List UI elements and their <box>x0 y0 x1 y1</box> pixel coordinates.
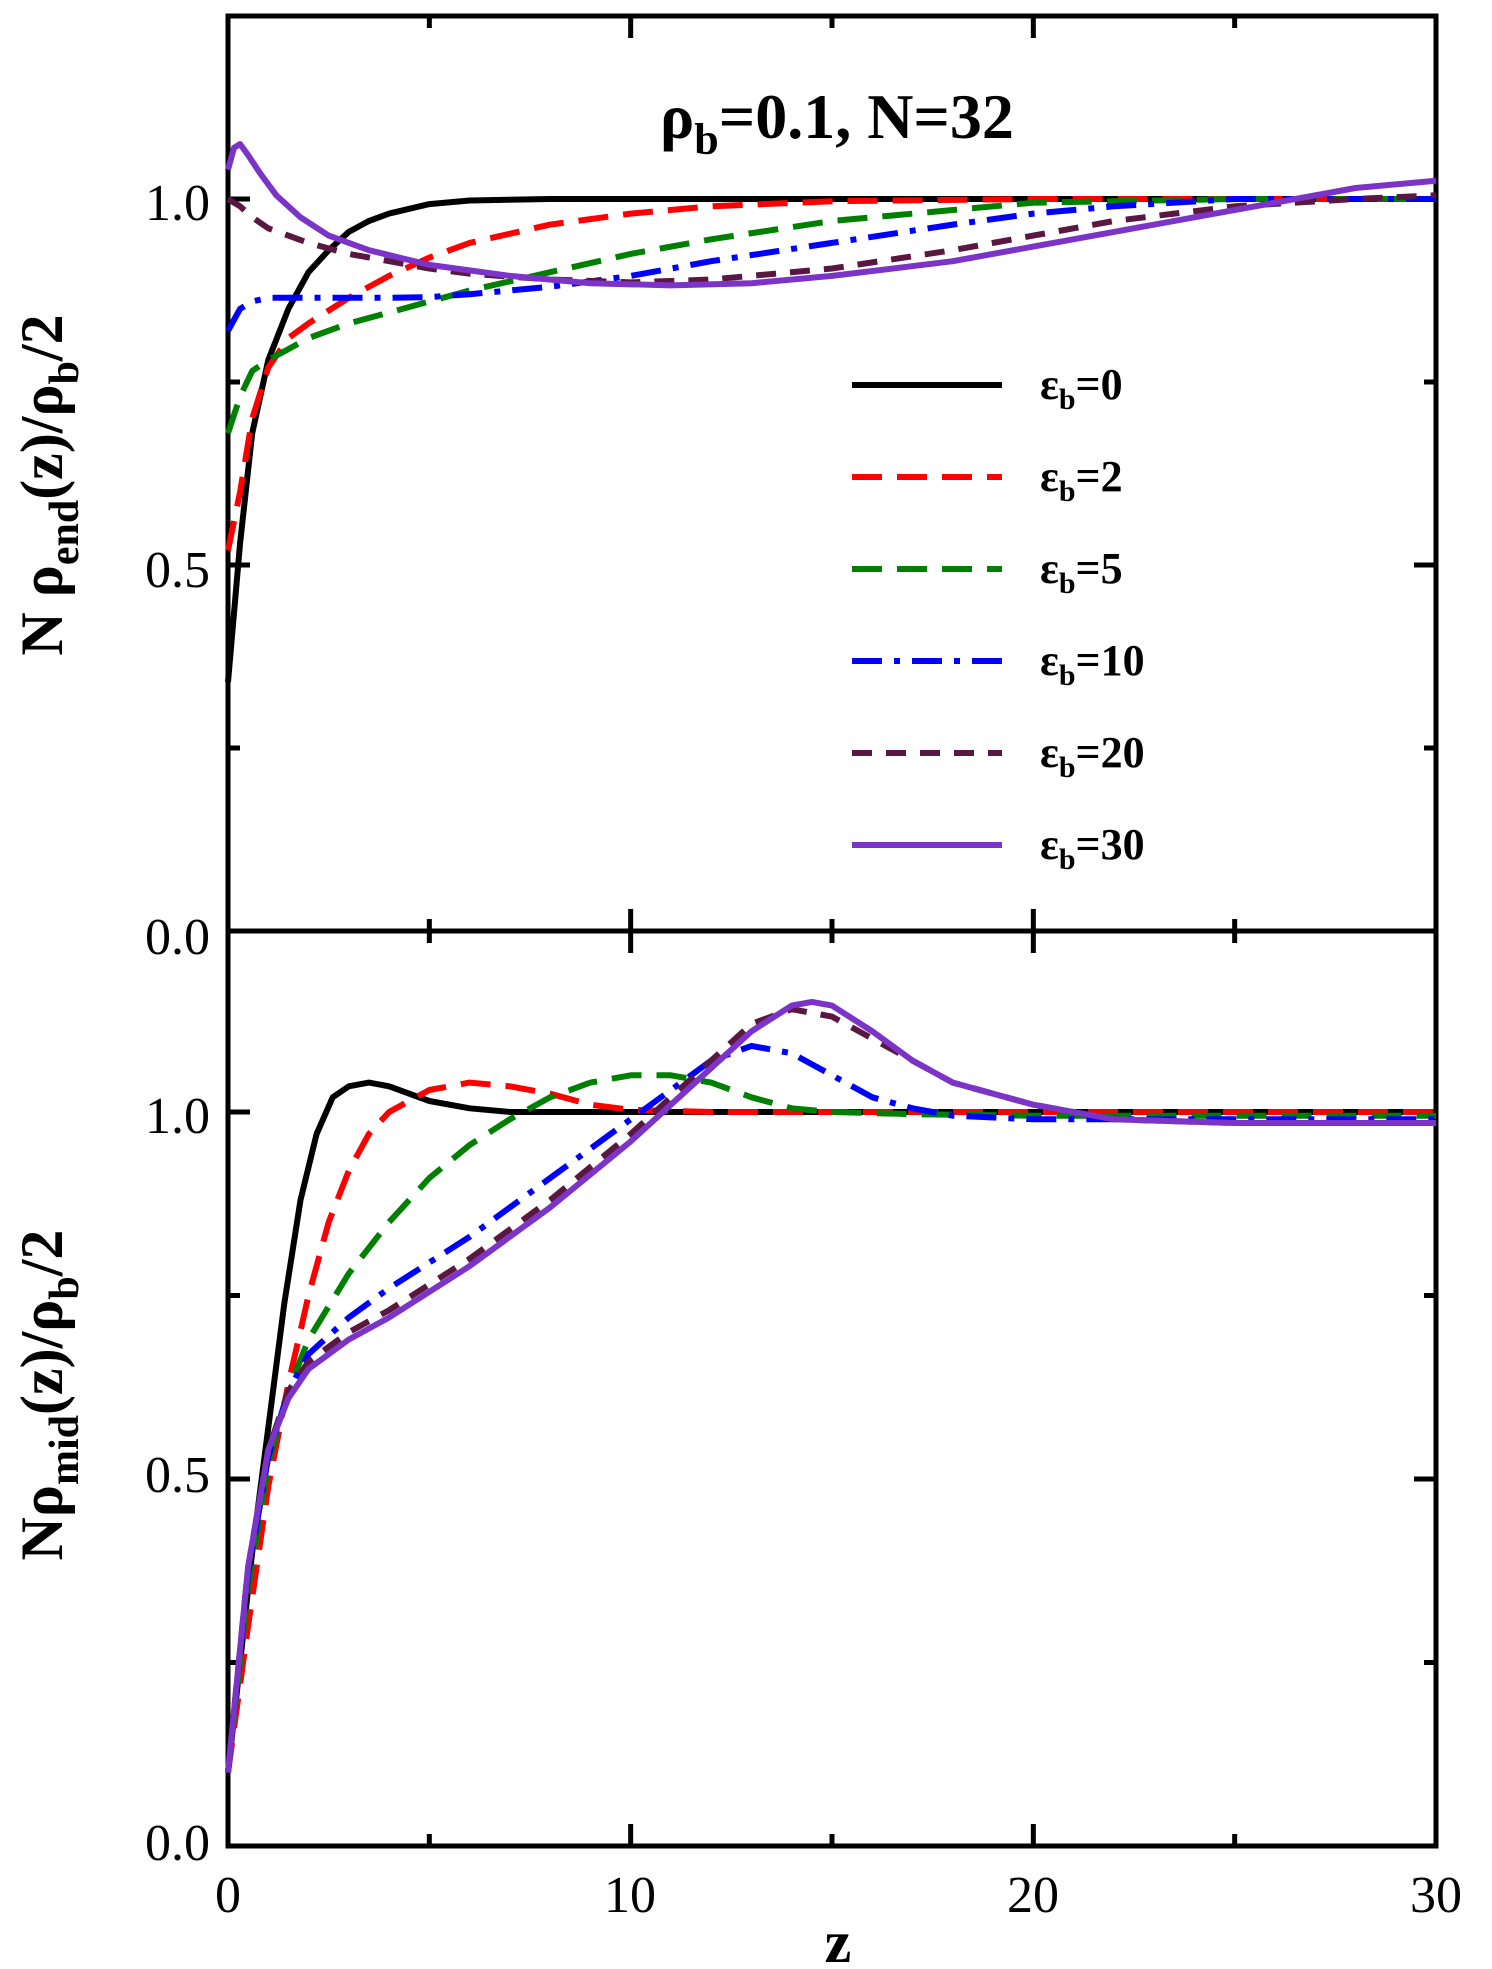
top-ylabel-sub2: b <box>42 361 88 384</box>
xtick-label-0: 0 <box>215 1867 241 1924</box>
top-title: ρb=0.1, N=32 <box>660 81 1014 164</box>
top-ytick-label-1: 1.0 <box>145 175 210 232</box>
top-ytick-label-05: 0.5 <box>145 542 210 599</box>
bottom-ylabel-b: (z)/ρ <box>9 1300 75 1415</box>
legend-label-3: εb=10 <box>1040 636 1145 692</box>
legend-label-2: εb=5 <box>1040 544 1123 600</box>
bottom-series-line-5 <box>225 998 1436 1773</box>
bottom-series <box>225 998 1436 1774</box>
xtick-label-20: 20 <box>1007 1867 1059 1924</box>
bottom-ylabel: Nρmid(z)/ρb/2 <box>9 1230 88 1561</box>
title-rho: ρ <box>660 81 694 152</box>
top-series-line-1 <box>225 196 1436 552</box>
top-ylabel-b: (z)/ρ <box>9 384 75 499</box>
xtick-label-30: 30 <box>1410 1867 1462 1924</box>
bottom-ylabel-a: Nρ <box>9 1485 75 1560</box>
bottom-ylabel-c: /2 <box>9 1230 75 1278</box>
top-ytick-label-0: 0.0 <box>145 909 210 966</box>
title-rest: =0.1, N=32 <box>719 81 1014 152</box>
bottom-ytick-label-1: 1.0 <box>145 1088 210 1145</box>
top-ylabel-sub1: end <box>42 500 88 565</box>
bottom-series-line-2 <box>225 1072 1436 1773</box>
top-ylabel: N ρend(z)/ρb/2 <box>9 314 88 655</box>
bottom-ylabel-sub2: b <box>42 1276 88 1299</box>
legend-label-1: εb=2 <box>1040 452 1123 508</box>
top-series-line-3 <box>225 196 1436 333</box>
bottom-series-line-1 <box>225 1079 1436 1774</box>
top-ylabel-c: /2 <box>9 314 75 362</box>
title-subscript: b <box>694 115 718 164</box>
bottom-ylabel-sub1: mid <box>42 1415 88 1485</box>
legend-label-5: εb=30 <box>1040 820 1145 876</box>
top-series-line-2 <box>225 196 1436 435</box>
top-ylabel-a: N ρ <box>9 565 75 655</box>
top-series <box>225 141 1437 683</box>
bottom-ytick-label-0: 0.0 <box>145 1815 210 1872</box>
top-panel: 1.0 0.5 0.0 ρb=0.1, N=32 N ρend(z)/ρb/2 … <box>9 13 1439 966</box>
legend: εb=0 εb=2 εb=5 εb=10 εb=20 εb=30 <box>852 360 1145 876</box>
legend-label-0: εb=0 <box>1040 360 1123 416</box>
xtick-label-10: 10 <box>604 1867 656 1924</box>
top-series-line-4 <box>226 192 1437 286</box>
bottom-xlabel: z <box>825 1909 852 1969</box>
legend-label-4: εb=20 <box>1040 728 1145 784</box>
bottom-ytick-label-05: 0.5 <box>145 1447 210 1504</box>
top-series-line-5 <box>225 141 1437 289</box>
bottom-panel: 1.0 0.5 0.0 0 10 20 30 z Nρmid(z)/ρb/2 <box>9 928 1462 1969</box>
